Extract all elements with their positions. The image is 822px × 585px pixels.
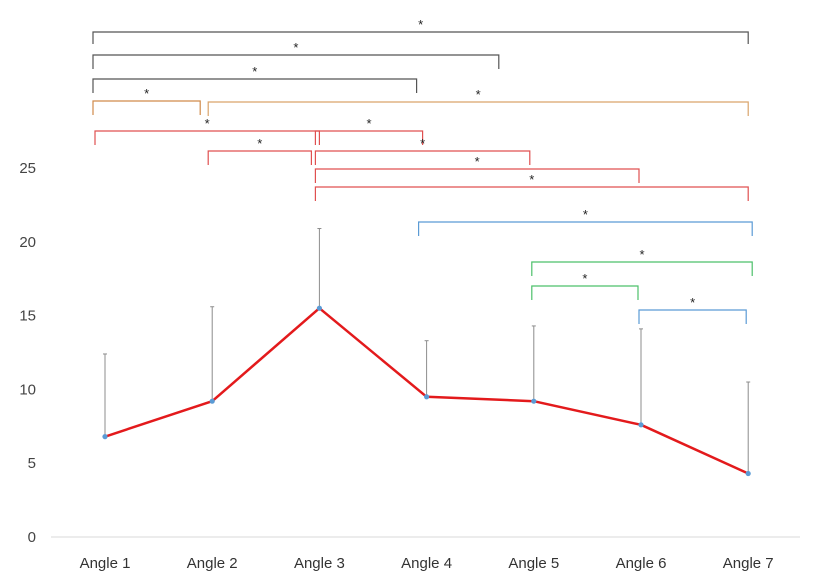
- significance-star: *: [476, 87, 481, 102]
- significance-bracket: [314, 186, 749, 201]
- significance-star: *: [252, 64, 257, 79]
- y-tick-label: 0: [28, 529, 36, 546]
- significance-star: *: [639, 247, 644, 262]
- x-tick-label: Angle 3: [294, 555, 345, 572]
- significance-star: *: [582, 271, 587, 286]
- significance-bracket: [92, 54, 500, 69]
- y-tick-label: 25: [19, 160, 36, 177]
- data-point: [209, 398, 215, 404]
- significance-star: *: [475, 154, 480, 169]
- significance-bracket: [531, 285, 639, 300]
- significance-star: *: [293, 40, 298, 55]
- significance-bracket: [207, 150, 312, 165]
- x-tick-label: Angle 2: [187, 555, 238, 572]
- significance-bracket: [418, 221, 753, 236]
- significance-star: *: [529, 172, 534, 187]
- x-tick-label: Angle 5: [508, 555, 559, 572]
- significance-bracket: [638, 309, 747, 324]
- data-point: [531, 398, 537, 404]
- data-point: [745, 470, 751, 477]
- y-tick-label: 15: [19, 308, 36, 325]
- significance-star: *: [420, 136, 425, 151]
- significance-bracket: [314, 130, 424, 145]
- x-tick-label: Angle 6: [616, 555, 667, 572]
- significance-bracket: [92, 78, 418, 93]
- significance-star: *: [205, 116, 210, 131]
- significance-bracket: [531, 261, 753, 276]
- y-tick-label: 10: [19, 381, 36, 398]
- significance-bracket: [92, 100, 201, 115]
- significance-star: *: [690, 295, 695, 310]
- y-tick-label: 20: [19, 234, 36, 251]
- data-point: [102, 434, 108, 440]
- x-tick-label: Angle 4: [401, 555, 452, 572]
- significance-star: *: [366, 116, 371, 131]
- significance-bracket: [92, 31, 749, 44]
- x-tick-label: Angle 7: [723, 555, 774, 572]
- y-tick-label: 5: [28, 455, 36, 472]
- significance-bracket: [314, 168, 640, 183]
- significance-star: *: [257, 136, 262, 151]
- significance-bracket: [207, 101, 749, 116]
- significance-bracket: [94, 130, 320, 145]
- significance-star: *: [418, 17, 423, 32]
- data-point: [424, 394, 430, 400]
- significance-star: *: [583, 207, 588, 222]
- data-point: [316, 305, 322, 311]
- significance-bracket: [314, 150, 531, 165]
- significance-star: *: [144, 86, 149, 101]
- data-point: [638, 422, 644, 428]
- x-tick-label: Angle 1: [80, 555, 131, 572]
